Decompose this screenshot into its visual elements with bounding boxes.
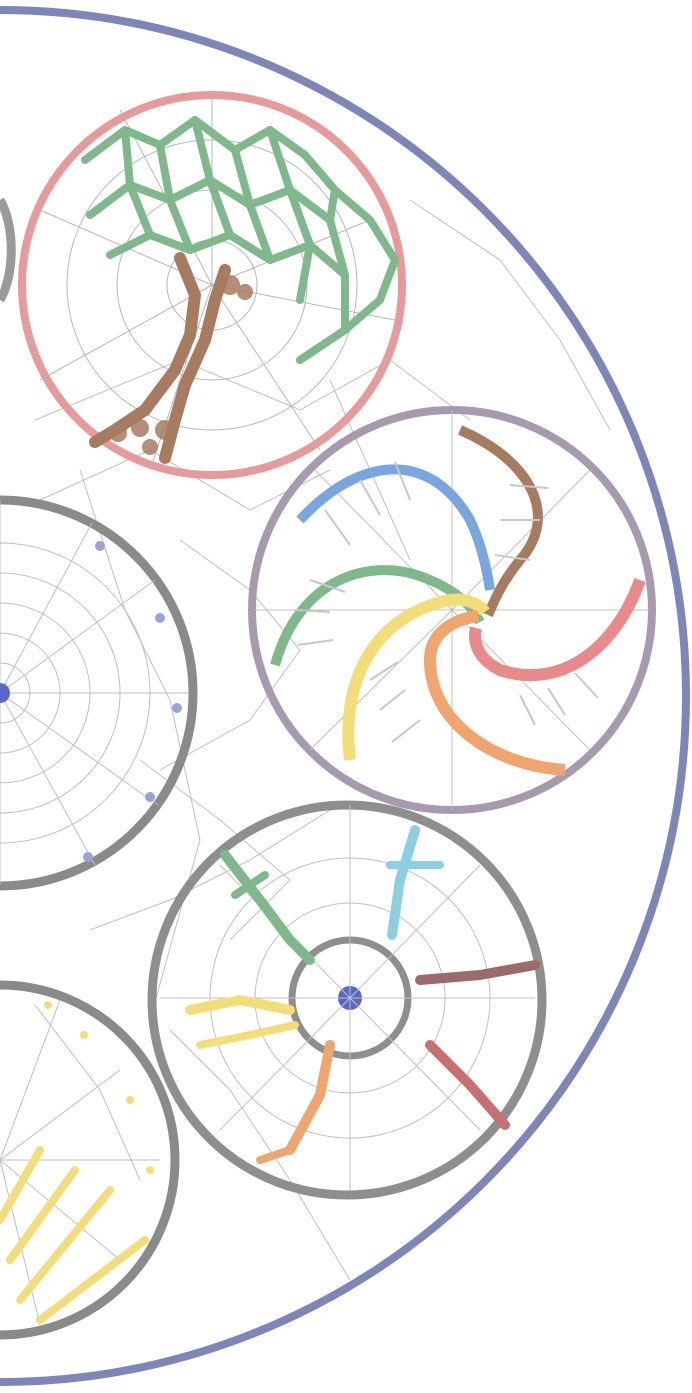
sun-ring bbox=[0, 980, 180, 1340]
people-ring bbox=[147, 800, 547, 1200]
outer-hoop bbox=[0, 6, 690, 1386]
tree-ring bbox=[18, 91, 406, 479]
left-edge-ring bbox=[0, 197, 16, 303]
spiral-ring bbox=[248, 406, 656, 814]
web-ring bbox=[0, 495, 198, 891]
